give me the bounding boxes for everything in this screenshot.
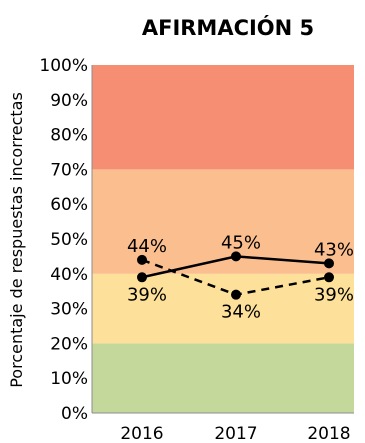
band-0	[92, 343, 354, 413]
data-point	[231, 251, 241, 262]
data-label: 39%	[127, 284, 167, 305]
y-tick-label: 50%	[50, 230, 88, 250]
data-labels: 39% 45% 43% 44% 34% 39%	[127, 232, 354, 322]
data-point	[137, 272, 147, 283]
y-tick-label: 40%	[50, 265, 88, 285]
y-tick-label: 90%	[50, 91, 88, 111]
chart-title: AFIRMACIÓN 5	[142, 15, 314, 40]
data-label: 44%	[127, 236, 167, 257]
y-tick-label: 20%	[50, 334, 88, 354]
y-tick-label: 80%	[50, 126, 88, 146]
data-label: 45%	[221, 232, 261, 253]
y-tick-label: 60%	[50, 195, 88, 215]
x-tick-label: 2016	[120, 424, 163, 443]
data-point	[137, 254, 147, 265]
y-tick-label: 10%	[50, 369, 88, 389]
band-1	[92, 273, 354, 344]
series-group	[137, 251, 334, 300]
data-label: 43%	[314, 239, 354, 260]
x-tick-label: 2017	[214, 424, 257, 443]
band-3	[92, 65, 354, 170]
y-tick-label: 0%	[61, 404, 88, 424]
data-point	[231, 289, 241, 300]
y-tick-label: 30%	[50, 300, 88, 320]
data-point	[324, 258, 334, 269]
axes	[91, 65, 354, 414]
data-label: 34%	[221, 302, 261, 323]
x-tick-labels: 2016 2017 2018	[120, 424, 350, 443]
data-label: 39%	[314, 284, 354, 305]
background-bands	[92, 65, 354, 413]
data-point	[324, 272, 334, 283]
band-2	[92, 169, 354, 274]
y-tick-labels: 0% 10% 20% 30% 40% 50% 60% 70% 80% 90% 100%	[39, 56, 88, 424]
y-tick-label: 100%	[39, 56, 88, 76]
y-axis-label: Porcentaje de respuestas incorrectas	[7, 92, 26, 388]
x-tick-label: 2018	[307, 424, 350, 443]
y-tick-label: 70%	[50, 160, 88, 180]
